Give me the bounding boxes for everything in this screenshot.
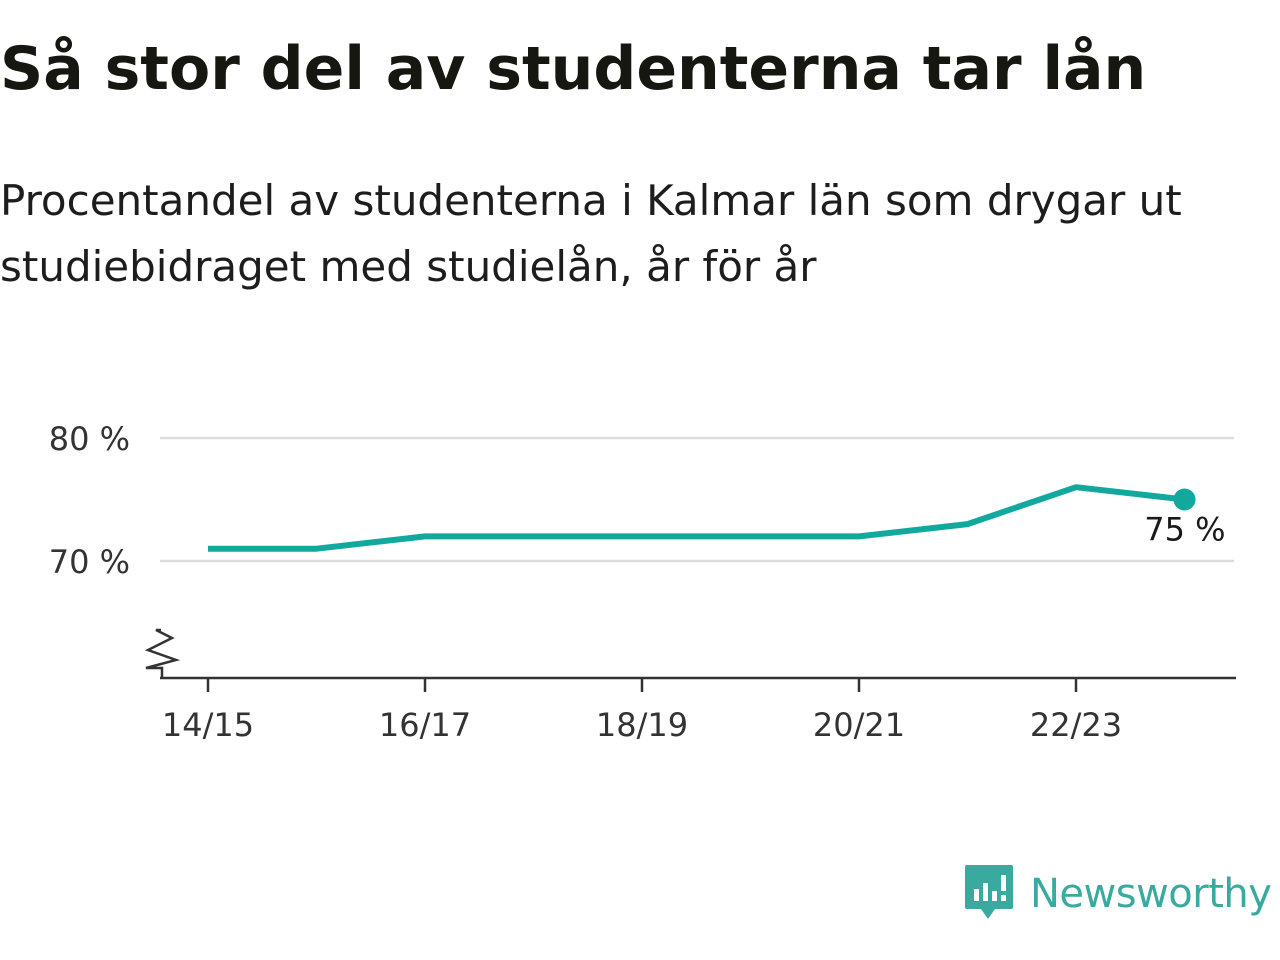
y-axis-labels: 70 % 80 % xyxy=(49,420,130,581)
chart-subtitle: Procentandel av studenterna i Kalmar län… xyxy=(0,176,1182,291)
chart-title: Så stor del av studenterna tar lån xyxy=(0,34,1147,104)
gridlines xyxy=(160,436,1234,563)
series: 75 % xyxy=(208,484,1226,552)
axis-break-icon xyxy=(144,628,181,678)
newsworthy-brand: Newsworthy xyxy=(964,862,1272,926)
newsworthy-logo-icon xyxy=(965,865,1013,919)
x-tick-label: 22/23 xyxy=(1030,706,1122,744)
x-tick-label: 14/15 xyxy=(162,706,254,744)
y-tick-label: 70 % xyxy=(49,543,130,581)
end-value-label: 75 % xyxy=(1144,511,1225,549)
x-tick-label: 18/19 xyxy=(596,706,688,744)
series-line xyxy=(208,484,1185,552)
x-axis-labels: 14/15 16/17 18/19 20/21 22/23 xyxy=(162,706,1122,744)
x-tick-label: 20/21 xyxy=(813,706,905,744)
brand-name: Newsworthy xyxy=(1030,871,1272,917)
x-tick-label: 16/17 xyxy=(379,706,471,744)
y-tick-label: 80 % xyxy=(49,420,130,458)
x-axis xyxy=(144,628,1236,692)
end-point-marker xyxy=(1173,488,1196,511)
